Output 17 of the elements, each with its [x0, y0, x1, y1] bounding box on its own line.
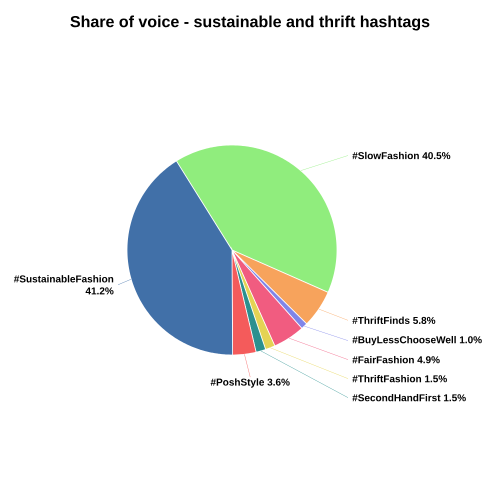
slice-label: #FairFashion [352, 356, 414, 364]
data-label: 1.0% [460, 336, 482, 344]
slice-label: #SustainableFashion [14, 275, 114, 282]
chart-title: Share of voice - sustainable and thrift hashtags [70, 16, 430, 31]
slice-label: #BuyLessChooseWell [352, 336, 456, 346]
slice-label: #SlowFashion [352, 152, 419, 160]
data-label: 41.2% [86, 287, 114, 294]
slice-label: #ThriftFinds [352, 316, 410, 324]
slice-label: #SecondHandFirst [352, 394, 440, 402]
slice-label: #PoshStyle [210, 378, 264, 388]
data-label: 1.5% [425, 375, 447, 382]
data-label: 1.5% [444, 394, 466, 402]
slice-label: #ThriftFashion [352, 374, 422, 382]
data-label: 3.6% [267, 378, 290, 386]
data-label: 40.5% [422, 152, 450, 160]
data-label: 4.9% [417, 356, 440, 364]
data-label: 5.8% [413, 316, 436, 324]
